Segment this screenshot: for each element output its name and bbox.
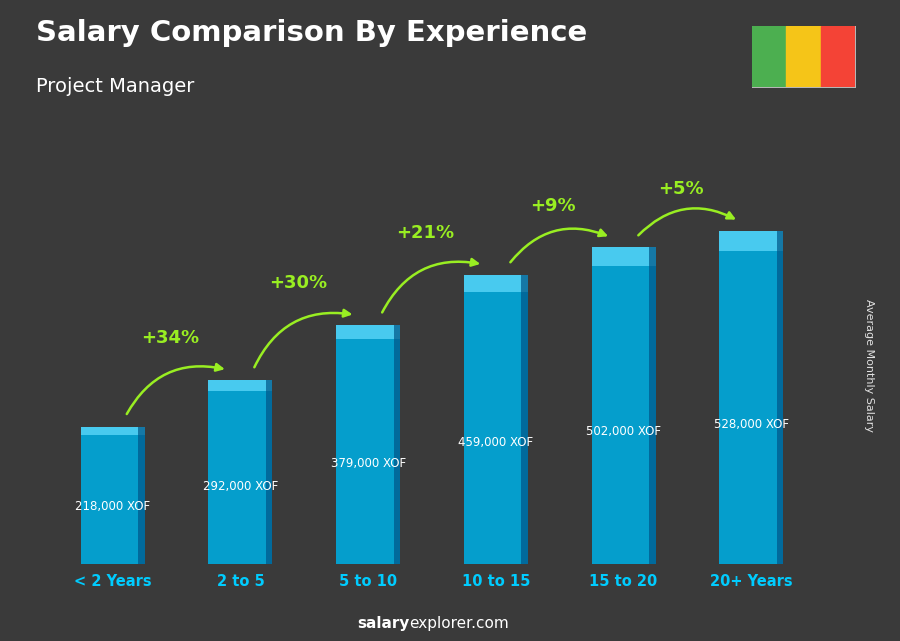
Text: +21%: +21% xyxy=(397,224,454,242)
Bar xyxy=(786,26,821,87)
Text: 292,000 XOF: 292,000 XOF xyxy=(202,480,278,493)
Text: +30%: +30% xyxy=(269,274,327,292)
Text: 379,000 XOF: 379,000 XOF xyxy=(330,457,406,470)
Bar xyxy=(266,380,273,564)
Text: 218,000 XOF: 218,000 XOF xyxy=(75,500,150,513)
Text: +34%: +34% xyxy=(141,329,199,347)
Text: +5%: +5% xyxy=(658,180,704,198)
Bar xyxy=(337,325,400,339)
Text: 459,000 XOF: 459,000 XOF xyxy=(458,436,534,449)
Text: Project Manager: Project Manager xyxy=(36,77,194,96)
Bar xyxy=(777,231,783,564)
Bar xyxy=(209,380,273,391)
Bar xyxy=(521,274,527,564)
Text: 528,000 XOF: 528,000 XOF xyxy=(714,418,789,431)
Bar xyxy=(209,380,273,564)
Bar xyxy=(81,426,145,435)
Bar xyxy=(821,26,855,87)
Bar xyxy=(464,274,527,292)
Bar xyxy=(649,247,655,564)
Bar xyxy=(337,325,400,564)
Text: Average Monthly Salary: Average Monthly Salary xyxy=(864,299,875,432)
Text: explorer.com: explorer.com xyxy=(410,617,509,631)
Bar xyxy=(752,26,786,87)
Bar xyxy=(591,247,655,564)
Bar xyxy=(719,231,783,251)
Bar xyxy=(591,247,655,267)
Text: +9%: +9% xyxy=(530,197,576,215)
Bar xyxy=(81,426,145,564)
Text: Salary Comparison By Experience: Salary Comparison By Experience xyxy=(36,19,587,47)
Bar xyxy=(464,274,527,564)
Bar xyxy=(139,426,145,564)
Text: salary: salary xyxy=(357,617,410,631)
Bar xyxy=(393,325,400,564)
Bar xyxy=(719,231,783,564)
Text: 502,000 XOF: 502,000 XOF xyxy=(586,424,662,438)
